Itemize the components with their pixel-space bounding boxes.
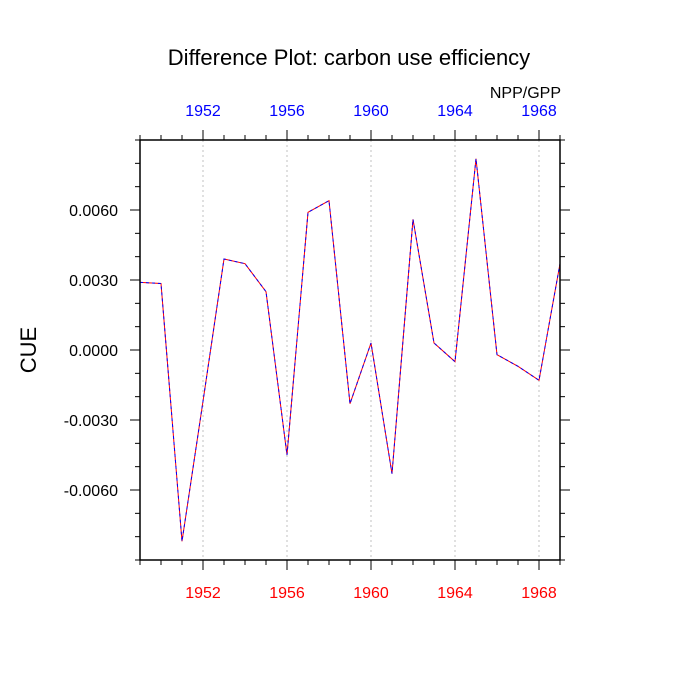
series-line-2 — [139, 158, 561, 542]
tick-labels: 1952 1952 1956 1956 1960 1960 1964 1964 1968 1968… — [64, 103, 557, 602]
x-tick-label-bottom-2: 1960 — [353, 585, 389, 602]
x-tick-label-bottom-1: 1956 — [269, 585, 305, 602]
x-tick-label-top-1: 1956 — [269, 103, 305, 120]
axis-ticks — [130, 130, 570, 570]
plot-frame — [139, 139, 561, 561]
x-tick-label-bottom-3: 1964 — [437, 585, 473, 602]
x-tick-label-top-0: 1952 — [185, 103, 221, 120]
chart-subtitle: NPP/GPP — [490, 85, 561, 102]
y-tick-label-4: -0.0060 — [64, 483, 118, 500]
y-axis-label: CUE — [16, 327, 41, 373]
x-tick-label-top-3: 1964 — [437, 103, 473, 120]
y-tick-label-1: 0.0030 — [69, 273, 118, 290]
chart-title: Difference Plot: carbon use efficiency — [168, 45, 530, 70]
y-tick-label-0: 0.0060 — [69, 203, 118, 220]
y-tick-label-2: 0.0000 — [69, 343, 118, 360]
series-lines — [139, 158, 561, 542]
x-tick-label-top-4: 1968 — [521, 103, 557, 120]
grid-lines — [202, 140, 540, 560]
x-tick-label-bottom-0: 1952 — [185, 585, 221, 602]
x-tick-label-top-2: 1960 — [353, 103, 389, 120]
x-tick-label-bottom-4: 1968 — [521, 585, 557, 602]
y-tick-label-3: -0.0030 — [64, 413, 118, 430]
